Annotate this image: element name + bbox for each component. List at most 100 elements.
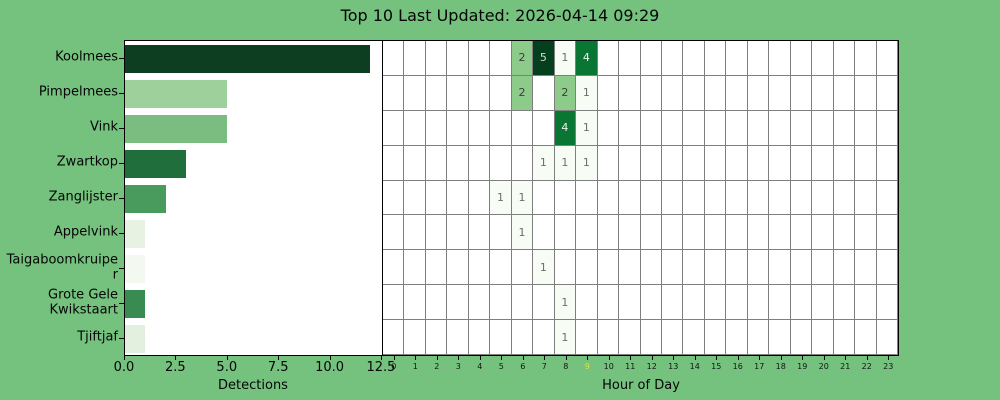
species-tick-label-line: r bbox=[112, 267, 118, 283]
heatmap-cell bbox=[726, 41, 748, 76]
heatmap-cell bbox=[619, 41, 641, 76]
heatmap-cell bbox=[747, 320, 770, 355]
heatmap-cell bbox=[619, 250, 641, 286]
heatmap-cell bbox=[511, 320, 534, 355]
heatmap-cell bbox=[425, 285, 448, 321]
heatmap-cell bbox=[747, 110, 770, 146]
heatmap-cell bbox=[876, 215, 898, 251]
hour-tick-mark bbox=[673, 356, 675, 360]
detections-tick-label: 2.5 bbox=[165, 360, 186, 375]
bar-row bbox=[125, 217, 382, 252]
heatmap-cell bbox=[683, 75, 705, 111]
y-tick-mark bbox=[119, 198, 124, 199]
detections-tick-mark bbox=[278, 356, 280, 360]
heatmap-cell bbox=[726, 320, 748, 355]
heatmap-cell bbox=[726, 75, 748, 111]
heatmap-cell bbox=[790, 41, 813, 76]
heatmap-cell bbox=[855, 145, 877, 181]
heatmap-cell bbox=[533, 75, 555, 111]
heatmap-cell bbox=[490, 285, 512, 321]
hour-tick-mark bbox=[866, 356, 868, 360]
hour-tick-label: 20 bbox=[818, 362, 829, 371]
hour-tick-label: 8 bbox=[563, 362, 569, 371]
hour-tick-label: 7 bbox=[541, 362, 547, 371]
y-tick-mark bbox=[119, 57, 124, 59]
hour-tick-mark bbox=[716, 356, 718, 360]
heatmap-cell bbox=[640, 285, 662, 321]
bar-row bbox=[125, 287, 382, 322]
heatmap-cell bbox=[747, 285, 770, 321]
hour-tick-mark bbox=[393, 356, 395, 360]
heatmap-cell bbox=[404, 250, 426, 286]
bar-row bbox=[125, 322, 382, 357]
heatmap-cell-value: 5 bbox=[533, 41, 555, 76]
heatmap-cell bbox=[876, 250, 898, 286]
detections-bar bbox=[125, 149, 187, 178]
hour-tick-mark bbox=[415, 356, 417, 360]
heatmap-cell bbox=[704, 145, 727, 181]
species-tick-label-line: Kwikstaart bbox=[49, 302, 118, 318]
hour-tick-mark bbox=[436, 356, 438, 360]
species-tick-label-line: Zwartkop bbox=[56, 154, 118, 170]
heatmap-cell bbox=[661, 180, 684, 216]
heatmap-cell bbox=[855, 41, 877, 76]
heatmap-cell bbox=[640, 215, 662, 251]
bar-row bbox=[125, 41, 382, 76]
heatmap-cell bbox=[769, 250, 791, 286]
y-tick-mark bbox=[119, 162, 124, 164]
detections-tick-mark bbox=[329, 356, 331, 360]
detections-axis-label: Detections bbox=[218, 378, 288, 393]
heatmap-cell bbox=[554, 250, 577, 286]
heatmap-cell bbox=[790, 75, 813, 111]
heatmap-cell bbox=[468, 250, 491, 286]
heatmap-cell bbox=[855, 250, 877, 286]
heatmap-cell bbox=[790, 110, 813, 146]
heatmap-cell bbox=[383, 320, 405, 355]
detections-bar bbox=[125, 184, 166, 214]
hour-tick-mark bbox=[522, 356, 524, 360]
detections-tick-label: 7.5 bbox=[267, 360, 289, 375]
heatmap-cell bbox=[855, 75, 877, 111]
heatmap-cell bbox=[640, 41, 662, 76]
heatmap-cell bbox=[383, 110, 405, 146]
heatmap-cell bbox=[490, 75, 512, 111]
heatmap-cell-value: 2 bbox=[554, 75, 577, 111]
hour-tick-mark bbox=[501, 356, 503, 360]
hour-tick-label: 6 bbox=[520, 362, 526, 371]
species-tick-label-line: Koolmees bbox=[55, 49, 118, 65]
heatmap-cell bbox=[404, 110, 426, 146]
heatmap-cell bbox=[747, 215, 770, 251]
hour-tick-label: 3 bbox=[455, 362, 461, 371]
heatmap-cell bbox=[490, 215, 512, 251]
heatmap-cell bbox=[855, 180, 877, 216]
species-tick-label-line: Zanglijster bbox=[48, 189, 118, 205]
heatmap-cell bbox=[704, 285, 727, 321]
heatmap-cell bbox=[533, 285, 555, 321]
hour-tick-mark bbox=[888, 356, 890, 360]
heatmap-cell-value: 2 bbox=[511, 41, 534, 76]
heatmap-cell bbox=[661, 110, 684, 146]
heatmap-cell bbox=[747, 41, 770, 76]
hour-tick-mark bbox=[608, 356, 610, 360]
hour-tick-mark bbox=[587, 356, 589, 360]
heatmap-cell bbox=[404, 320, 426, 355]
heatmap-cell bbox=[468, 215, 491, 251]
species-tick-label: Pimpelmees bbox=[0, 85, 118, 100]
heatmap-cell bbox=[447, 145, 469, 181]
heatmap-cell bbox=[812, 285, 834, 321]
heatmap-cell bbox=[576, 320, 598, 355]
heatmap-cell bbox=[876, 145, 898, 181]
hour-tick-label: 18 bbox=[775, 362, 786, 371]
heatmap-cell bbox=[726, 250, 748, 286]
heatmap-cell bbox=[769, 180, 791, 216]
heatmap-cell bbox=[640, 145, 662, 181]
detections-tick-label: 5.0 bbox=[216, 360, 238, 375]
heatmap-cell-value: 1 bbox=[554, 285, 577, 321]
heatmap-cell bbox=[683, 320, 705, 355]
heatmap-cell bbox=[790, 180, 813, 216]
heatmap-cell bbox=[704, 110, 727, 146]
heatmap-cell bbox=[597, 320, 620, 355]
heatmap-cell bbox=[812, 41, 834, 76]
hour-tick-mark bbox=[651, 356, 653, 360]
heatmap-cell bbox=[511, 285, 534, 321]
